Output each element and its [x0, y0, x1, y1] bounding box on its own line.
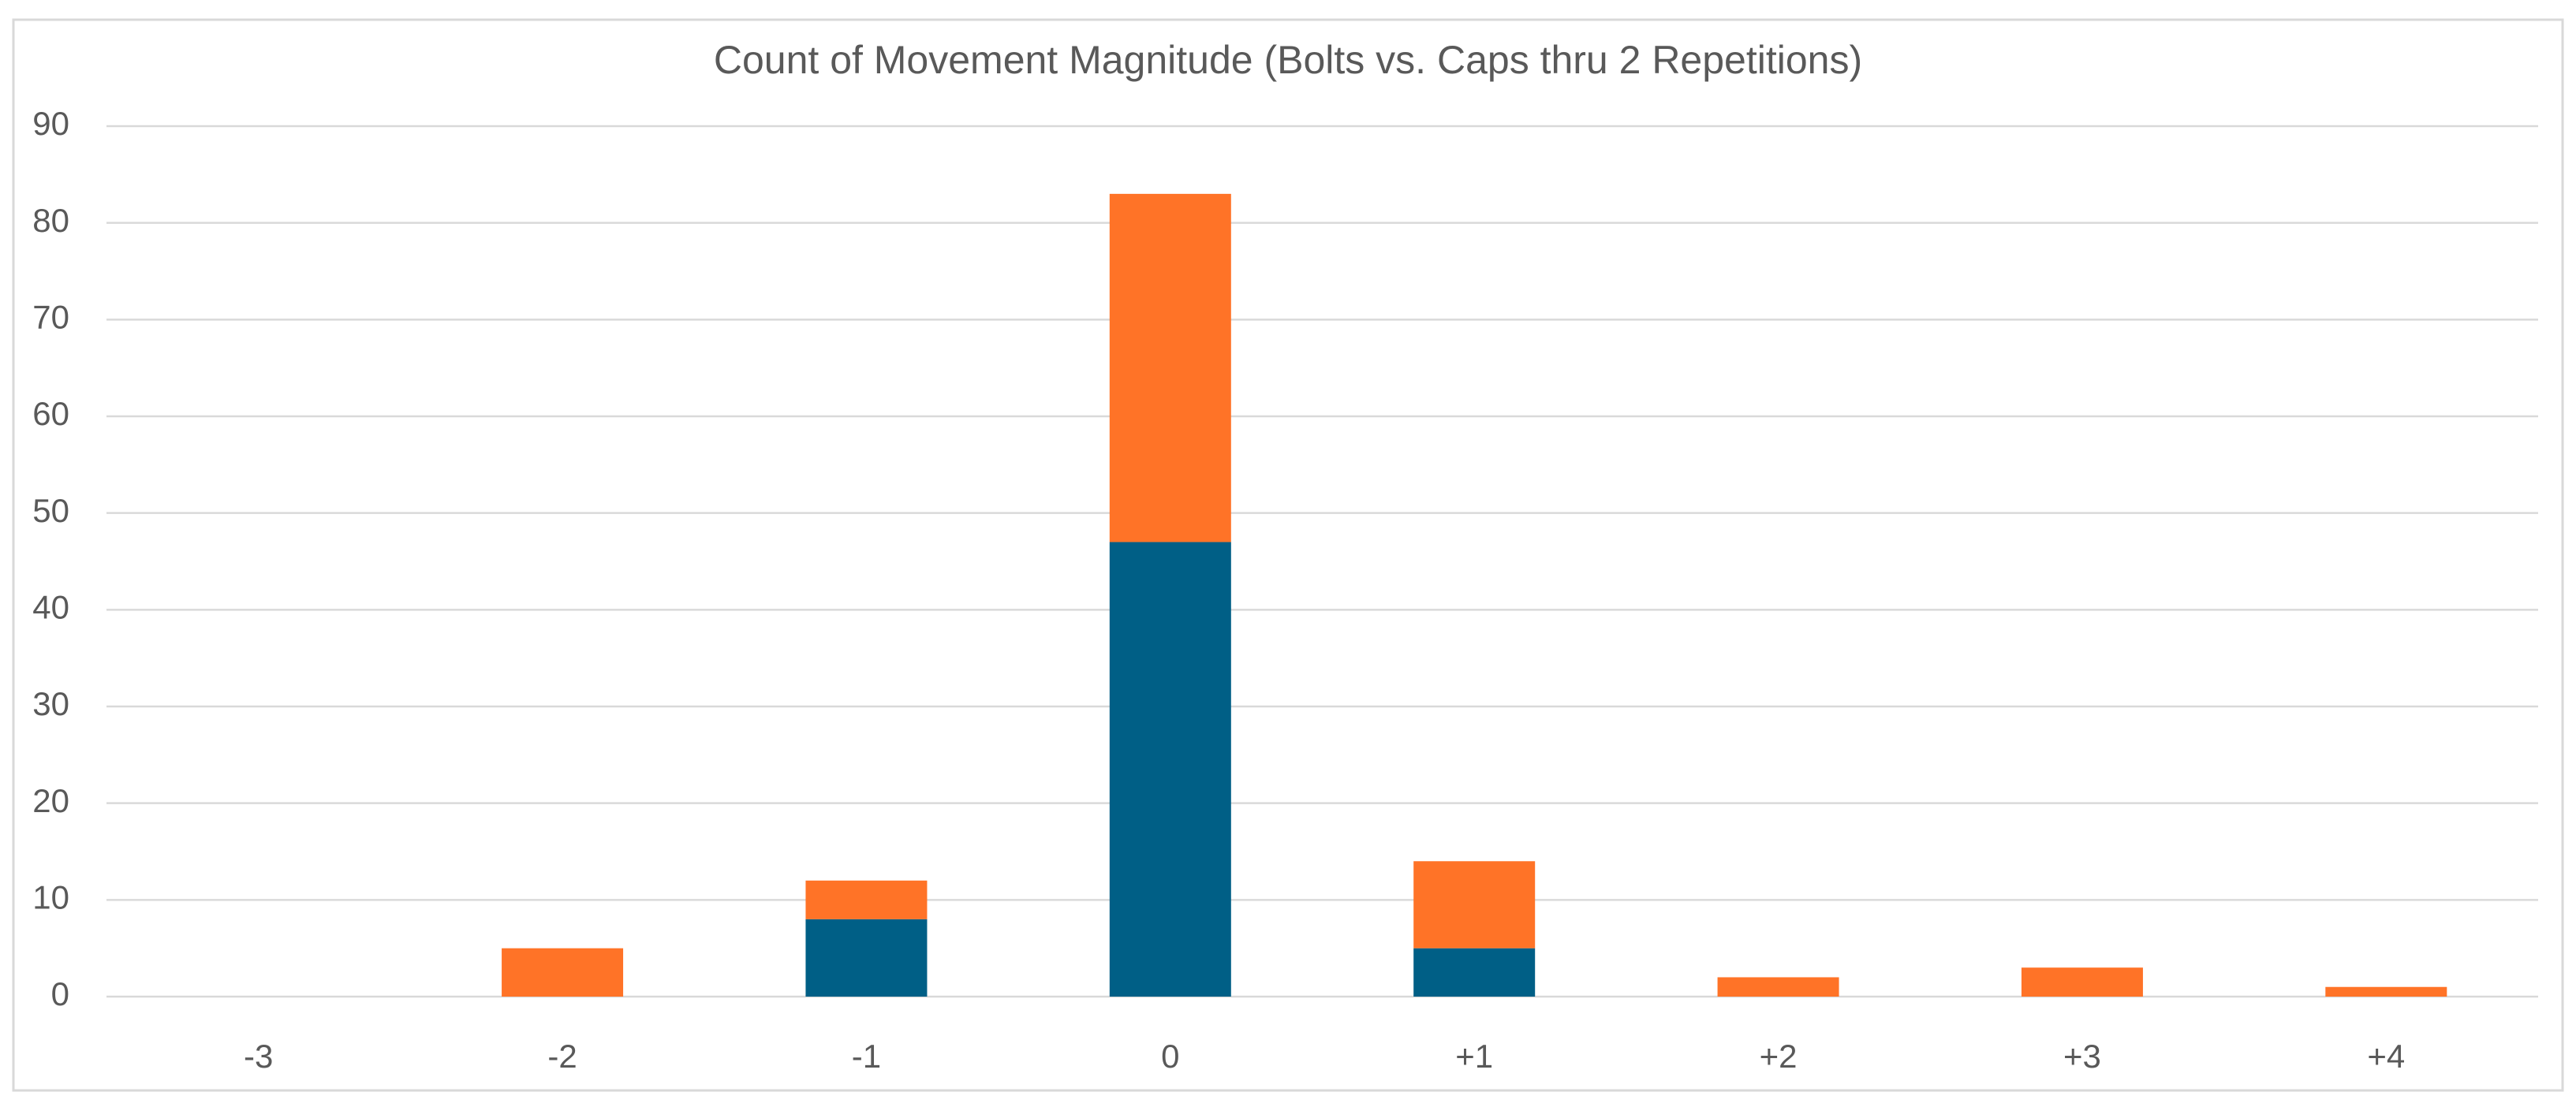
bar-segment [805, 880, 928, 919]
bar-segment [1109, 193, 1231, 542]
bar-segment [805, 919, 928, 997]
y-tick-label: 50 [32, 492, 69, 529]
x-tick-label: 0 [1161, 1038, 1179, 1075]
y-tick-label: 20 [32, 782, 69, 819]
y-tick-label: 60 [32, 395, 69, 432]
bar-segment [2325, 986, 2447, 997]
chart-title: Count of Movement Magnitude (Bolts vs. C… [714, 38, 1862, 82]
y-tick-label: 0 [51, 975, 69, 1012]
chart-border [12, 18, 2564, 1092]
x-tick-label: -1 [852, 1038, 881, 1075]
y-tick-label: 30 [32, 685, 69, 722]
bar-segment [1413, 948, 1536, 997]
y-tick-label: 90 [32, 105, 69, 142]
bar-segment [1109, 542, 1231, 997]
y-tick-label: 40 [32, 588, 69, 625]
x-tick-label: +4 [2367, 1038, 2405, 1075]
bar-segment [1413, 861, 1536, 949]
bar-segment [2021, 967, 2143, 997]
x-tick-label: +3 [2063, 1038, 2101, 1075]
bar-segment [502, 948, 624, 997]
x-tick-label: +1 [1455, 1038, 1493, 1075]
x-tick-label: -3 [244, 1038, 273, 1075]
x-tick-label: -2 [547, 1038, 577, 1075]
bar-segment [1717, 977, 1839, 997]
y-tick-label: 10 [32, 878, 69, 915]
y-tick-label: 70 [32, 298, 69, 335]
x-tick-label: +2 [1760, 1038, 1798, 1075]
y-tick-label: 80 [32, 202, 69, 239]
